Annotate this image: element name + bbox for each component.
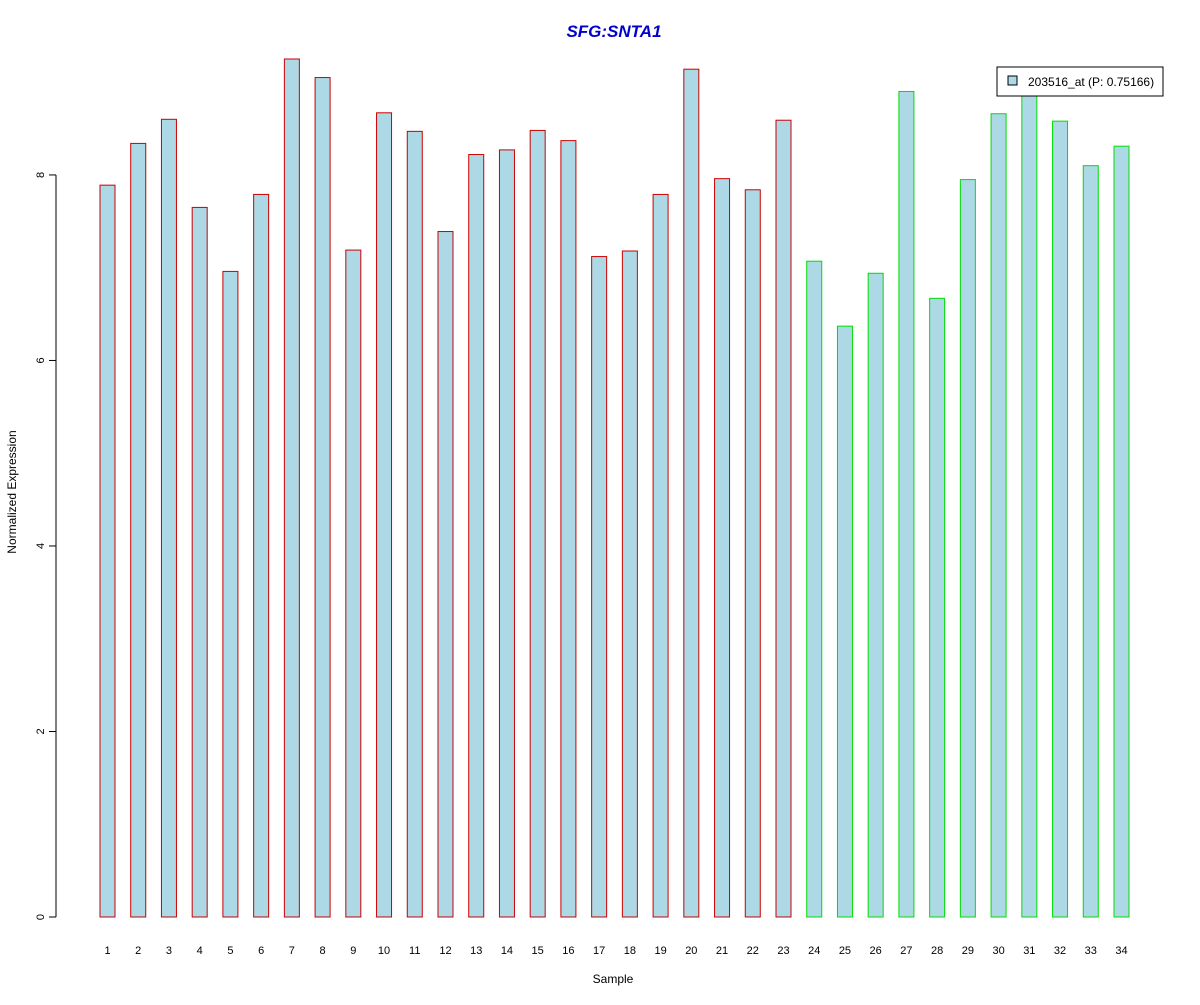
- x-tick-label: 14: [501, 945, 513, 957]
- x-tick-label: 31: [1023, 945, 1035, 957]
- x-tick-labels: 1 2 3 4 5 6 7 8 9 10 11 12 13 14 15 16 17 18 19 20 21 22 23 24 2…: [104, 945, 1127, 957]
- y-tick-label: 2: [35, 728, 47, 734]
- y-tick-label: 4: [35, 543, 47, 549]
- bar-sample-10: [376, 112, 393, 918]
- x-tick-label: 19: [654, 945, 666, 957]
- bar-sample-22: [744, 189, 761, 918]
- bar-sample-29: [959, 179, 976, 918]
- bar-sample-11: [406, 130, 423, 918]
- x-tick-label: 13: [470, 945, 482, 957]
- x-tick-label: 15: [532, 945, 544, 957]
- bar-sample-6: [253, 193, 270, 918]
- x-tick-label: 26: [870, 945, 882, 957]
- x-tick-label: 28: [931, 945, 943, 957]
- x-tick-label: 33: [1085, 945, 1097, 957]
- x-tick-label: 11: [409, 945, 420, 957]
- bar-sample-27: [898, 90, 915, 918]
- bar-sample-25: [836, 325, 853, 918]
- legend-label: 203516_at (P: 0.75166): [1028, 75, 1154, 89]
- x-tick-label: 10: [378, 945, 390, 957]
- bar-sample-4: [191, 206, 208, 918]
- bar-sample-18: [621, 250, 638, 918]
- x-tick-label: 1: [104, 945, 110, 957]
- x-tick-label: 20: [685, 945, 697, 957]
- x-tick-label: 17: [593, 945, 605, 957]
- bar-sample-34: [1113, 145, 1130, 918]
- bar-sample-14: [498, 149, 515, 918]
- x-tick-label: 29: [962, 945, 974, 957]
- y-axis-label: Normalized Expression: [5, 430, 19, 553]
- bars-group: [99, 58, 1130, 918]
- bar-sample-31: [1021, 91, 1038, 918]
- x-tick-label: 27: [900, 945, 912, 957]
- x-tick-label: 21: [716, 945, 728, 957]
- x-tick-label: 3: [166, 945, 172, 957]
- bar-sample-8: [314, 77, 331, 918]
- x-tick-label: 30: [992, 945, 1004, 957]
- bar-sample-24: [806, 260, 823, 918]
- x-tick-label: 6: [258, 945, 264, 957]
- legend-box: [996, 66, 1164, 97]
- x-tick-label: 23: [777, 945, 789, 957]
- x-tick-label: 34: [1115, 945, 1127, 957]
- x-tick-label: 8: [320, 945, 326, 957]
- bar-sample-23: [775, 119, 792, 918]
- bar-sample-1: [99, 184, 116, 918]
- y-tick-label: 0: [35, 914, 47, 920]
- bar-sample-5: [222, 270, 239, 918]
- y-tick-label: 6: [35, 357, 47, 363]
- x-tick-label: 7: [289, 945, 295, 957]
- bar-sample-33: [1082, 165, 1099, 918]
- x-tick-label: 22: [747, 945, 759, 957]
- x-tick-label: 16: [562, 945, 574, 957]
- x-tick-label: 9: [350, 945, 356, 957]
- bar-sample-32: [1052, 120, 1069, 918]
- bar-sample-3: [160, 118, 177, 918]
- bar-sample-13: [468, 154, 485, 918]
- x-axis-label: Sample: [593, 972, 634, 986]
- y-tick-label: 8: [35, 172, 47, 178]
- bar-sample-17: [591, 256, 608, 918]
- bar-sample-16: [560, 140, 577, 918]
- x-tick-label: 5: [227, 945, 233, 957]
- bar-sample-19: [652, 193, 669, 918]
- x-tick-label: 12: [439, 945, 451, 957]
- chart-title: SFG:SNTA1: [566, 22, 661, 41]
- x-tick-label: 24: [808, 945, 820, 957]
- bar-sample-21: [714, 178, 731, 918]
- bar-sample-30: [990, 113, 1007, 918]
- bar-sample-12: [437, 231, 454, 918]
- bar-sample-26: [867, 272, 884, 918]
- bar-sample-15: [529, 129, 546, 918]
- x-tick-label: 25: [839, 945, 851, 957]
- bar-sample-28: [929, 297, 946, 918]
- x-tick-label: 18: [624, 945, 636, 957]
- legend-swatch: [1007, 75, 1018, 86]
- bar-sample-20: [683, 68, 700, 918]
- bar-sample-9: [345, 249, 362, 918]
- x-tick-label: 4: [197, 945, 203, 957]
- legend: 203516_at (P: 0.75166): [996, 66, 1164, 97]
- x-tick-label: 2: [135, 945, 141, 957]
- x-tick-label: 32: [1054, 945, 1066, 957]
- bar-sample-7: [283, 58, 300, 918]
- y-axis: 0 2 4 6 8: [35, 172, 57, 920]
- bar-sample-2: [130, 142, 147, 918]
